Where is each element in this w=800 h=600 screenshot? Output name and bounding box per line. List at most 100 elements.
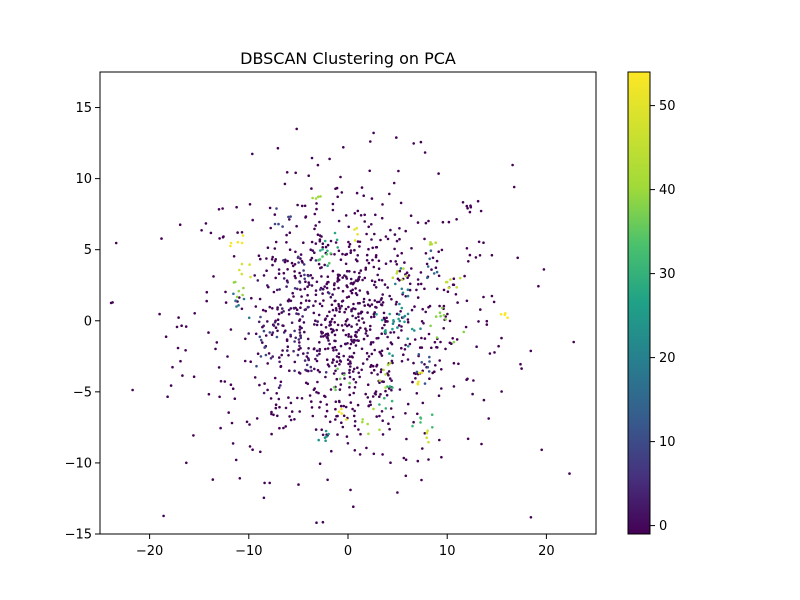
cluster-point	[294, 336, 298, 340]
noise-point	[185, 461, 188, 465]
noise-point	[353, 449, 357, 452]
cluster-point	[419, 421, 422, 424]
cluster-point	[365, 259, 369, 262]
cluster-point	[259, 355, 263, 358]
noise-point	[465, 247, 469, 250]
cluster-point	[406, 288, 410, 292]
cluster-point	[289, 215, 292, 218]
noise-point	[479, 209, 483, 213]
noise-point	[205, 299, 208, 303]
cluster-point	[399, 267, 403, 270]
cluster-point	[378, 379, 382, 382]
cluster-point	[268, 305, 272, 309]
noise-point	[363, 276, 367, 280]
noise-point	[333, 333, 337, 337]
noise-point	[480, 442, 483, 446]
noise-point	[381, 433, 385, 436]
noise-point	[304, 216, 307, 219]
noise-point	[299, 306, 302, 310]
cluster-point	[324, 429, 328, 433]
noise-point	[335, 377, 339, 381]
noise-point	[468, 253, 472, 257]
cluster-point	[318, 370, 322, 374]
x-tick-label: −20	[136, 544, 163, 559]
noise-point	[184, 325, 188, 328]
cluster-point	[334, 364, 337, 368]
noise-point	[381, 326, 384, 330]
noise-point	[317, 391, 320, 395]
noise-point	[345, 296, 349, 299]
noise-point	[343, 274, 346, 277]
noise-point	[288, 231, 292, 234]
cluster-point	[417, 353, 421, 356]
cluster-point	[323, 263, 327, 267]
noise-point	[214, 347, 217, 351]
noise-point	[218, 237, 221, 240]
noise-point	[362, 194, 366, 197]
noise-point	[254, 305, 258, 308]
cluster-point	[337, 286, 340, 290]
noise-point	[249, 360, 252, 364]
cluster-point	[328, 320, 332, 324]
noise-point	[487, 417, 491, 420]
noise-point	[446, 290, 450, 294]
cluster-point	[428, 355, 431, 359]
noise-point	[358, 240, 362, 244]
cluster-point	[304, 280, 307, 284]
noise-point	[497, 344, 500, 348]
noise-point	[215, 341, 219, 344]
cluster-point	[395, 239, 399, 243]
noise-point	[217, 366, 221, 369]
noise-point	[384, 320, 387, 324]
noise-point	[277, 312, 281, 316]
cluster-point	[324, 439, 327, 443]
cluster-point	[335, 348, 338, 352]
noise-point	[175, 325, 179, 329]
cluster-point	[361, 362, 365, 365]
noise-point	[263, 481, 266, 485]
cluster-point	[327, 365, 331, 368]
cluster-point	[372, 315, 376, 319]
noise-point	[427, 219, 430, 223]
noise-point	[419, 271, 423, 274]
cluster-point	[429, 324, 432, 328]
y-tick-label: −5	[73, 385, 92, 400]
cluster-point	[357, 371, 361, 375]
cluster-point	[351, 370, 355, 373]
noise-point	[490, 253, 494, 257]
noise-point	[272, 413, 275, 417]
noise-point	[248, 423, 251, 426]
noise-point	[451, 283, 455, 287]
cluster-point	[287, 308, 291, 312]
cluster-point	[344, 323, 347, 326]
cluster-point	[380, 318, 384, 322]
cluster-point	[355, 323, 359, 326]
noise-point	[316, 233, 320, 236]
cluster-point	[303, 287, 307, 291]
noise-point	[388, 427, 391, 431]
cluster-point	[354, 307, 357, 311]
cluster-point	[285, 285, 288, 288]
cluster-point	[312, 304, 315, 308]
cluster-point	[301, 315, 304, 318]
noise-point	[310, 187, 313, 190]
cluster-point	[375, 337, 379, 340]
cluster-point	[282, 277, 286, 280]
cluster-point	[326, 249, 329, 253]
cluster-point	[281, 225, 284, 228]
noise-point	[444, 347, 447, 351]
noise-point	[465, 204, 469, 208]
noise-point	[351, 288, 355, 292]
cluster-point	[229, 241, 233, 245]
cluster-point	[282, 259, 285, 262]
noise-point	[338, 363, 341, 366]
cluster-point	[235, 295, 239, 299]
noise-point	[365, 329, 368, 333]
noise-point	[244, 337, 247, 341]
cluster-point	[333, 287, 336, 291]
noise-point	[235, 205, 238, 209]
noise-point	[427, 458, 430, 461]
cluster-point	[276, 329, 279, 333]
noise-point	[493, 351, 496, 354]
noise-point	[310, 400, 313, 403]
